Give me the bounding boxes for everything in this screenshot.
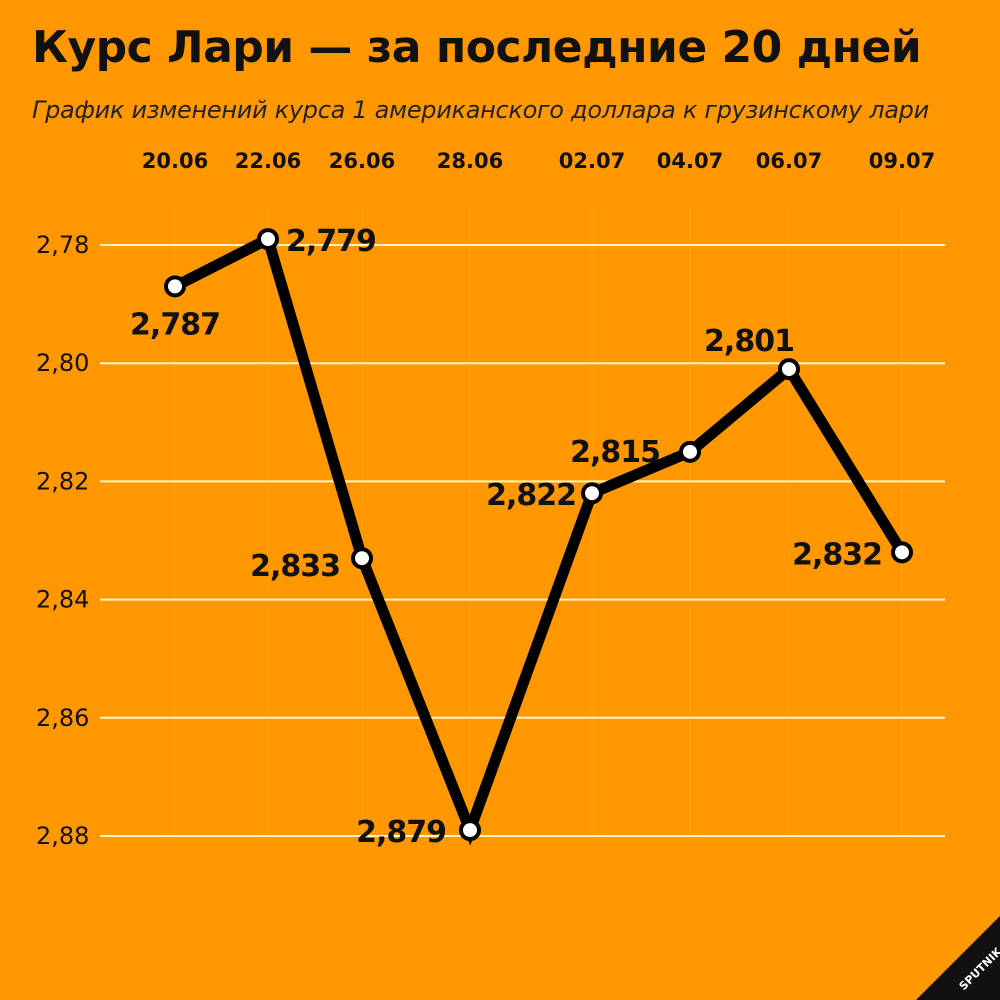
x-tick-label: 26.06 — [329, 149, 395, 173]
x-tick-label: 04.07 — [657, 149, 723, 173]
data-label: 2,801 — [704, 324, 794, 359]
y-tick-label: 2,88 — [36, 822, 89, 850]
y-tick-label: 2,78 — [36, 231, 89, 259]
x-tick-label: 28.06 — [437, 149, 503, 173]
x-tick-label: 20.06 — [142, 149, 208, 173]
x-tick-label: 06.07 — [756, 149, 822, 173]
y-tick-label: 2,86 — [36, 704, 89, 732]
chart-title: Курс Лари — за последние 20 дней — [32, 22, 922, 73]
data-point — [581, 482, 603, 505]
data-point — [164, 275, 186, 298]
x-tick-label: 02.07 — [559, 149, 625, 173]
data-point — [679, 440, 701, 463]
chart-subtitle: График изменений курса 1 американского д… — [32, 96, 929, 124]
data-point — [459, 819, 481, 842]
data-label: 2,815 — [570, 435, 660, 470]
data-label: 2,833 — [250, 549, 340, 584]
data-label: 2,822 — [486, 478, 576, 513]
sputnik-logo: SPUTNIK — [916, 916, 1000, 1000]
y-tick-label: 2,82 — [36, 467, 89, 495]
x-tick-label: 22.06 — [235, 149, 301, 173]
data-label: 2,787 — [130, 307, 220, 342]
data-point — [351, 547, 373, 570]
y-tick-label: 2,80 — [36, 349, 89, 377]
data-label: 2,879 — [356, 815, 446, 850]
data-point — [778, 358, 800, 381]
data-label: 2,832 — [792, 537, 882, 572]
data-point — [257, 228, 279, 251]
x-tick-label: 09.07 — [869, 149, 935, 173]
y-tick-label: 2,84 — [36, 586, 89, 614]
series-line — [169, 231, 908, 846]
data-label: 2,779 — [286, 224, 376, 259]
data-point — [891, 541, 913, 564]
